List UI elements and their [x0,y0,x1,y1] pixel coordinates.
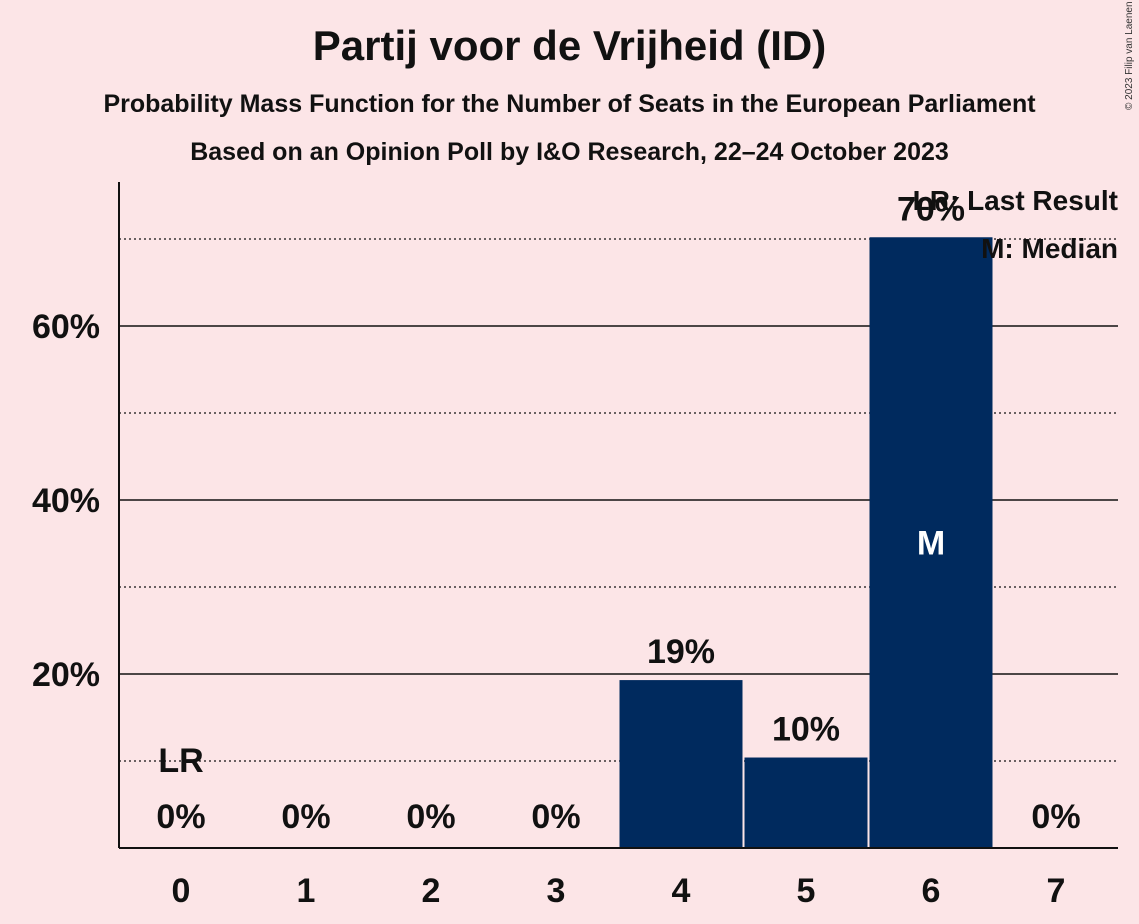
data-label: 0% [156,798,205,836]
x-tick-label: 1 [297,872,316,910]
x-tick-label: 2 [422,872,441,910]
data-label: 0% [1031,798,1080,836]
data-label: 0% [406,798,455,836]
chart-title: Partij voor de Vrijheid (ID) [312,22,827,69]
bar-seat-6 [869,237,993,848]
chart-subtitle: Probability Mass Function for the Number… [103,90,1036,118]
bar-seat-5 [744,757,868,848]
data-label: 0% [531,798,580,836]
y-tick-label: 40% [32,482,100,520]
y-tick-label: 20% [32,656,100,694]
legend-last-result: LR: Last Result [913,185,1118,216]
y-tick-label: 60% [32,308,100,346]
poll-source: Based on an Opinion Poll by I&O Research… [190,138,949,166]
x-tick-label: 4 [672,872,691,910]
x-tick-label: 3 [547,872,566,910]
x-tick-label: 0 [172,872,191,910]
last-result-marker: LR [158,742,203,780]
axes: 20% 40% 60% 0 1 2 3 4 5 6 7 [32,182,1118,910]
data-label: 70% [897,190,965,228]
x-tick-label: 5 [797,872,816,910]
x-tick-label: 7 [1047,872,1066,910]
data-label: 10% [772,711,840,749]
bars [619,237,993,848]
bar-seat-4 [619,680,743,848]
legend-median: M: Median [981,233,1118,264]
data-label: 0% [281,798,330,836]
data-labels: 0% LR 0% 0% 0% 19% 10% 70% M 0% [156,190,1080,836]
data-label: 19% [647,633,715,671]
x-tick-label: 6 [922,872,941,910]
median-marker: M [917,525,945,563]
